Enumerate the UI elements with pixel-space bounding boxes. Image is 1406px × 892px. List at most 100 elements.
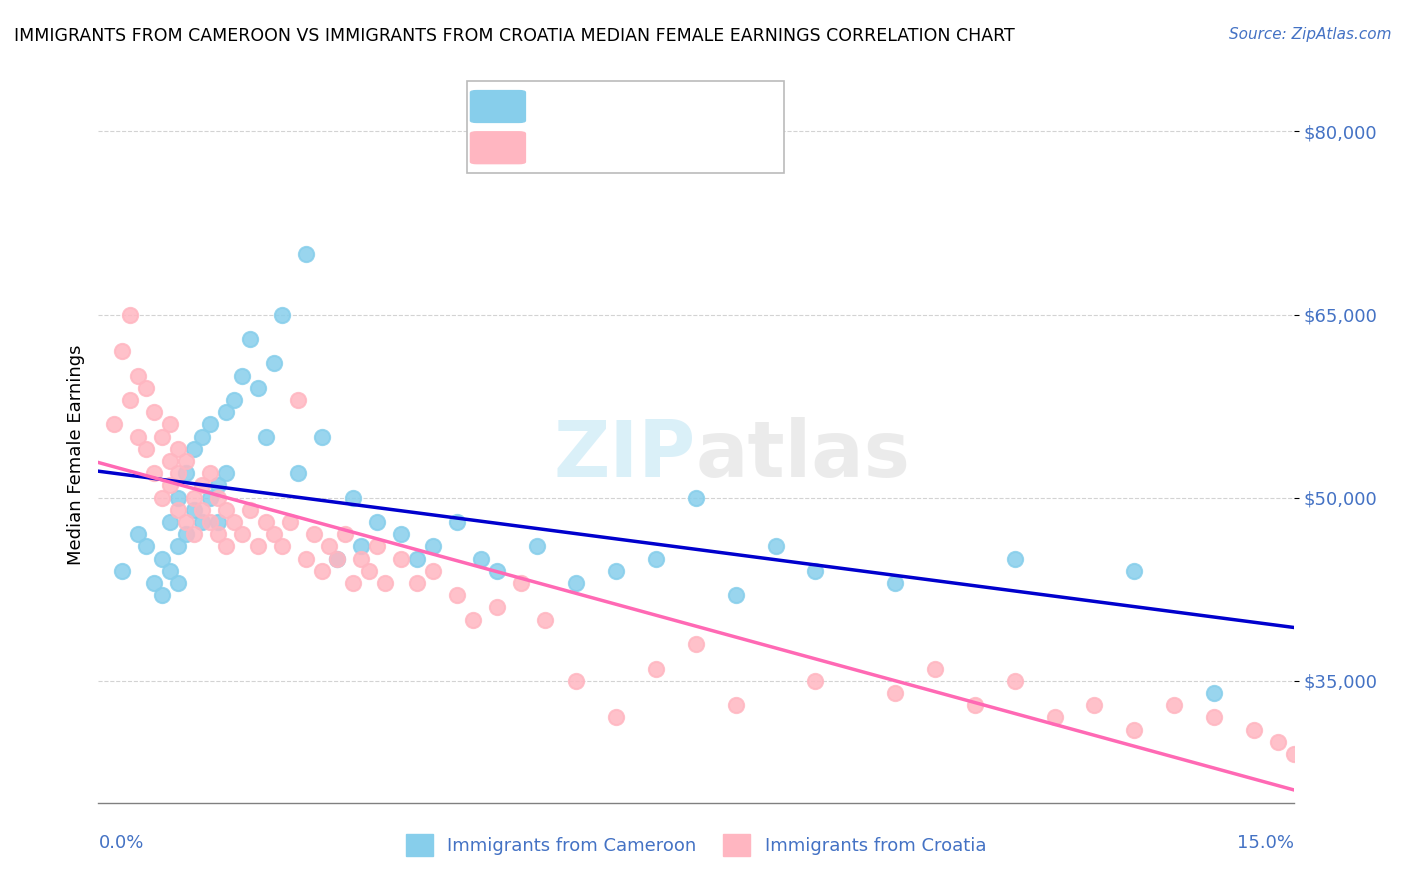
Point <box>884 576 907 591</box>
Point <box>389 551 412 566</box>
Point <box>150 429 173 443</box>
Point <box>724 588 747 602</box>
Point <box>215 540 238 554</box>
Point <box>335 527 357 541</box>
Point <box>406 551 429 566</box>
Text: ZIP: ZIP <box>554 417 696 493</box>
Point <box>342 576 364 591</box>
Point <box>263 356 285 370</box>
Point <box>374 576 396 591</box>
Point <box>533 613 555 627</box>
Point <box>222 392 245 407</box>
Point <box>485 600 508 615</box>
Point <box>509 576 531 591</box>
Point <box>215 405 238 419</box>
Point <box>135 442 157 456</box>
FancyBboxPatch shape <box>467 81 785 173</box>
Point <box>174 527 197 541</box>
Point <box>120 308 142 322</box>
Point <box>111 344 134 359</box>
Point <box>685 491 707 505</box>
Point <box>167 576 190 591</box>
Point <box>191 515 214 529</box>
Point <box>167 467 190 481</box>
Point <box>198 417 221 432</box>
FancyBboxPatch shape <box>471 132 526 163</box>
Point <box>645 661 668 675</box>
Point <box>446 588 468 602</box>
Point <box>174 467 197 481</box>
Point <box>1243 723 1265 737</box>
Point <box>207 491 229 505</box>
Point <box>565 576 588 591</box>
Point <box>461 613 484 627</box>
Point <box>150 491 173 505</box>
Point <box>263 527 285 541</box>
Text: 15.0%: 15.0% <box>1236 834 1294 852</box>
Point <box>1123 723 1146 737</box>
Point <box>215 503 238 517</box>
Point <box>239 332 262 346</box>
Point <box>120 392 142 407</box>
Point <box>246 540 269 554</box>
Point <box>359 564 381 578</box>
Point <box>1267 735 1289 749</box>
Point <box>645 551 668 566</box>
Point <box>318 540 340 554</box>
Point <box>167 540 190 554</box>
Point <box>159 454 181 468</box>
Point <box>143 405 166 419</box>
Point <box>111 564 134 578</box>
Point <box>215 467 238 481</box>
Point <box>804 564 827 578</box>
Point <box>231 527 253 541</box>
Point <box>1083 698 1105 713</box>
Point <box>422 564 444 578</box>
Point <box>183 503 205 517</box>
Text: IMMIGRANTS FROM CAMEROON VS IMMIGRANTS FROM CROATIA MEDIAN FEMALE EARNINGS CORRE: IMMIGRANTS FROM CAMEROON VS IMMIGRANTS F… <box>14 27 1015 45</box>
Point <box>350 551 373 566</box>
Point <box>159 515 181 529</box>
Text: R = -0.292  N = 76: R = -0.292 N = 76 <box>531 139 689 157</box>
Point <box>174 515 197 529</box>
Point <box>127 429 149 443</box>
Point <box>135 540 157 554</box>
Point <box>191 429 214 443</box>
Point <box>884 686 907 700</box>
Point <box>207 515 229 529</box>
Point <box>167 442 190 456</box>
Text: atlas: atlas <box>696 417 911 493</box>
Point <box>198 491 221 505</box>
Point <box>207 527 229 541</box>
Point <box>422 540 444 554</box>
Point <box>1043 710 1066 724</box>
Point <box>198 515 221 529</box>
Point <box>389 527 412 541</box>
Legend: Immigrants from Cameroon, Immigrants from Croatia: Immigrants from Cameroon, Immigrants fro… <box>398 827 994 863</box>
Point <box>167 491 190 505</box>
Point <box>526 540 548 554</box>
Point <box>150 551 173 566</box>
Point <box>326 551 349 566</box>
Point <box>342 491 364 505</box>
Point <box>191 478 214 492</box>
Point <box>1282 747 1305 761</box>
Point <box>159 564 181 578</box>
FancyBboxPatch shape <box>471 91 526 122</box>
Point <box>963 698 986 713</box>
Point <box>605 564 627 578</box>
Point <box>302 527 325 541</box>
Point <box>724 698 747 713</box>
Point <box>924 661 946 675</box>
Point <box>605 710 627 724</box>
Point <box>804 673 827 688</box>
Point <box>311 429 333 443</box>
Point <box>311 564 333 578</box>
Point <box>1163 698 1185 713</box>
Point <box>174 454 197 468</box>
Point <box>191 503 214 517</box>
Y-axis label: Median Female Earnings: Median Female Earnings <box>66 344 84 566</box>
Point <box>103 417 125 432</box>
Point <box>270 540 292 554</box>
Point <box>326 551 349 566</box>
